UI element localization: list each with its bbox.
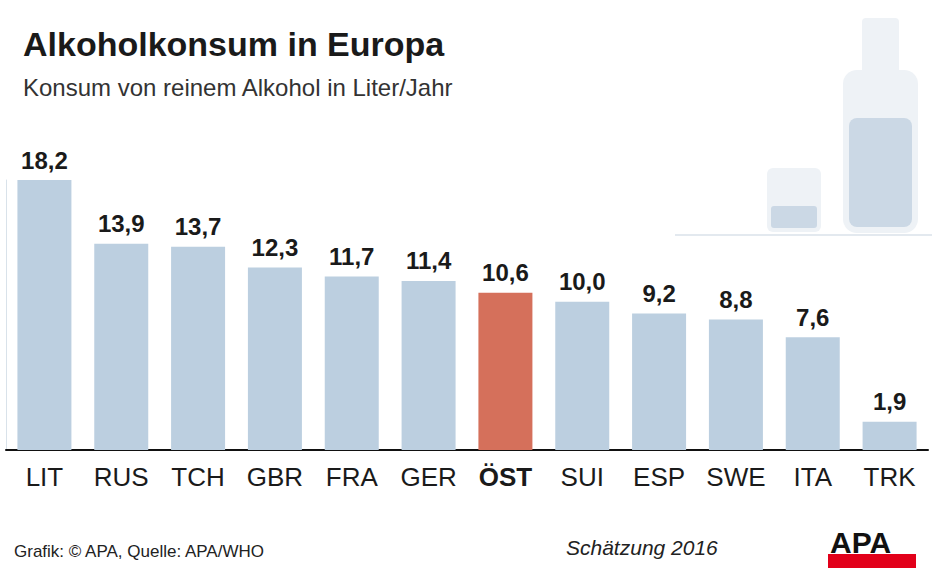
svg-text:11,7: 11,7 bbox=[329, 243, 374, 270]
svg-text:9,2: 9,2 bbox=[642, 280, 675, 307]
svg-text:18,2: 18,2 bbox=[21, 147, 68, 174]
svg-text:Alkoholkonsum in Europa: Alkoholkonsum in Europa bbox=[23, 25, 445, 63]
svg-text:ÖST: ÖST bbox=[479, 462, 533, 492]
svg-text:LIT: LIT bbox=[26, 462, 64, 492]
svg-text:FRA: FRA bbox=[326, 462, 379, 492]
svg-text:APA: APA bbox=[830, 526, 891, 559]
svg-text:Grafik: © APA, Quelle: APA/WHO: Grafik: © APA, Quelle: APA/WHO bbox=[14, 542, 264, 561]
svg-text:ESP: ESP bbox=[633, 462, 685, 492]
svg-text:GER: GER bbox=[400, 462, 456, 492]
svg-text:10,6: 10,6 bbox=[482, 259, 529, 286]
svg-text:ITA: ITA bbox=[793, 462, 832, 492]
svg-text:10,0: 10,0 bbox=[559, 268, 606, 295]
svg-text:12,3: 12,3 bbox=[252, 234, 299, 261]
svg-text:1,9: 1,9 bbox=[873, 388, 906, 415]
svg-text:SWE: SWE bbox=[706, 462, 765, 492]
svg-text:13,7: 13,7 bbox=[175, 213, 222, 240]
svg-text:7,6: 7,6 bbox=[796, 304, 829, 331]
svg-text:13,9: 13,9 bbox=[98, 210, 145, 237]
svg-text:TRK: TRK bbox=[864, 462, 917, 492]
svg-text:TCH: TCH bbox=[171, 462, 224, 492]
svg-text:SUI: SUI bbox=[561, 462, 604, 492]
svg-text:RUS: RUS bbox=[94, 462, 149, 492]
svg-text:11,4: 11,4 bbox=[406, 247, 452, 274]
svg-text:GBR: GBR bbox=[247, 462, 303, 492]
svg-text:Schätzung 2016: Schätzung 2016 bbox=[566, 536, 718, 559]
svg-text:8,8: 8,8 bbox=[719, 286, 752, 313]
svg-text:Konsum von reinem Alkohol in L: Konsum von reinem Alkohol in Liter/Jahr bbox=[23, 74, 453, 101]
